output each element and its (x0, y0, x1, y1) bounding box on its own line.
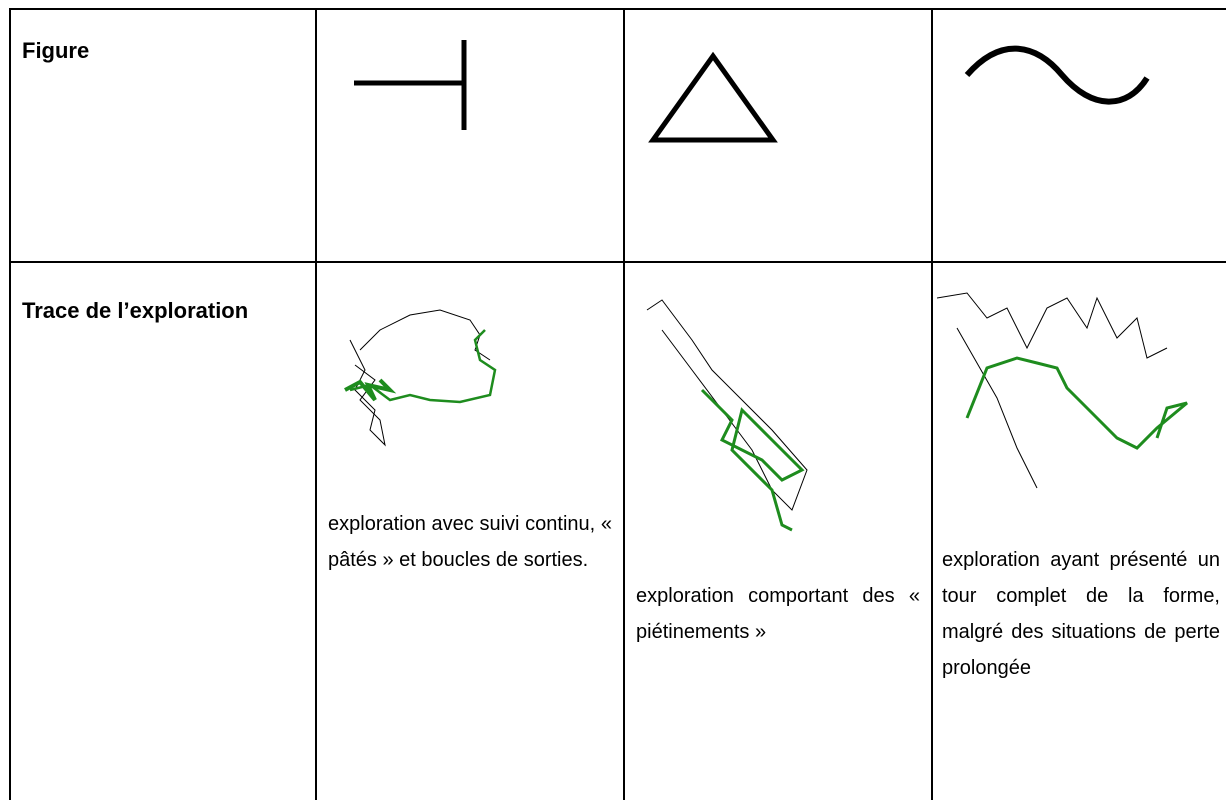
border (9, 261, 1226, 263)
border (9, 8, 11, 800)
border (9, 8, 1226, 10)
row-label: Trace de l’exploration (22, 298, 249, 323)
trace (937, 292, 1188, 489)
figure-wave (964, 45, 1150, 105)
cell-text: exploration ayant présenté un tour compl… (942, 549, 1220, 679)
trace (344, 309, 497, 447)
border (623, 8, 625, 800)
cell-text: exploration comportant des « piétinement… (636, 585, 920, 643)
border (315, 8, 317, 800)
border (931, 8, 933, 800)
row-label: Figure (22, 38, 90, 63)
figure-triangle (648, 51, 778, 143)
trace (646, 299, 808, 532)
cell-text: exploration avec suivi continu, « pâtés … (328, 513, 612, 571)
figure-t (354, 40, 467, 130)
